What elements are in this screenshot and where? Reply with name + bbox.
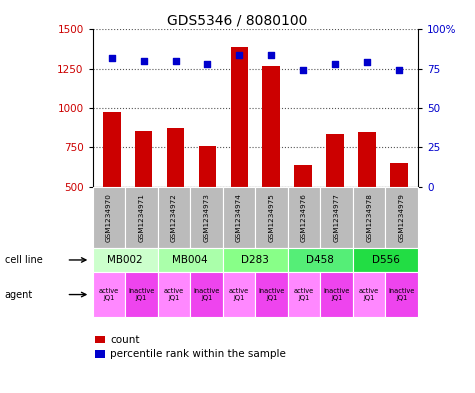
Bar	[294, 165, 312, 265]
Text: count: count	[110, 334, 140, 345]
Text: MB002: MB002	[107, 255, 143, 265]
Text: GSM1234974: GSM1234974	[236, 193, 242, 242]
Text: active
JQ1: active JQ1	[99, 288, 119, 301]
Text: GSM1234976: GSM1234976	[301, 193, 307, 242]
Point	[140, 58, 147, 64]
Text: MB004: MB004	[172, 255, 208, 265]
Text: agent: agent	[5, 290, 33, 299]
Text: GSM1234972: GSM1234972	[171, 193, 177, 242]
Text: inactive
JQ1: inactive JQ1	[258, 288, 285, 301]
Bar	[230, 47, 248, 265]
Text: GSM1234977: GSM1234977	[333, 193, 340, 242]
Point	[363, 59, 371, 66]
Bar	[135, 131, 152, 265]
Text: inactive
JQ1: inactive JQ1	[193, 288, 220, 301]
Text: cell line: cell line	[5, 255, 42, 265]
Text: active
JQ1: active JQ1	[294, 288, 314, 301]
Bar	[263, 66, 280, 265]
Bar	[199, 146, 216, 265]
Text: GSM1234970: GSM1234970	[106, 193, 112, 242]
Point	[299, 67, 307, 73]
Text: GSM1234979: GSM1234979	[399, 193, 405, 242]
Bar	[167, 128, 184, 265]
Point	[267, 51, 275, 58]
Point	[108, 55, 115, 61]
Text: GSM1234975: GSM1234975	[268, 193, 275, 242]
Text: active
JQ1: active JQ1	[164, 288, 184, 301]
Text: GSM1234978: GSM1234978	[366, 193, 372, 242]
Text: GDS5346 / 8080100: GDS5346 / 8080100	[167, 14, 308, 28]
Text: active
JQ1: active JQ1	[359, 288, 380, 301]
Point	[236, 51, 243, 58]
Bar	[358, 132, 376, 265]
Text: percentile rank within the sample: percentile rank within the sample	[110, 349, 286, 359]
Bar	[326, 134, 344, 265]
Text: inactive
JQ1: inactive JQ1	[323, 288, 350, 301]
Text: inactive
JQ1: inactive JQ1	[128, 288, 155, 301]
Text: active
JQ1: active JQ1	[229, 288, 249, 301]
Text: GSM1234971: GSM1234971	[138, 193, 144, 242]
Point	[204, 61, 211, 67]
Bar	[103, 112, 121, 265]
Text: D458: D458	[306, 255, 334, 265]
Point	[331, 61, 339, 67]
Text: D283: D283	[241, 255, 269, 265]
Bar	[390, 163, 408, 265]
Text: inactive
JQ1: inactive JQ1	[389, 288, 415, 301]
Text: GSM1234973: GSM1234973	[203, 193, 209, 242]
Point	[395, 67, 403, 73]
Text: D556: D556	[371, 255, 399, 265]
Point	[172, 58, 180, 64]
